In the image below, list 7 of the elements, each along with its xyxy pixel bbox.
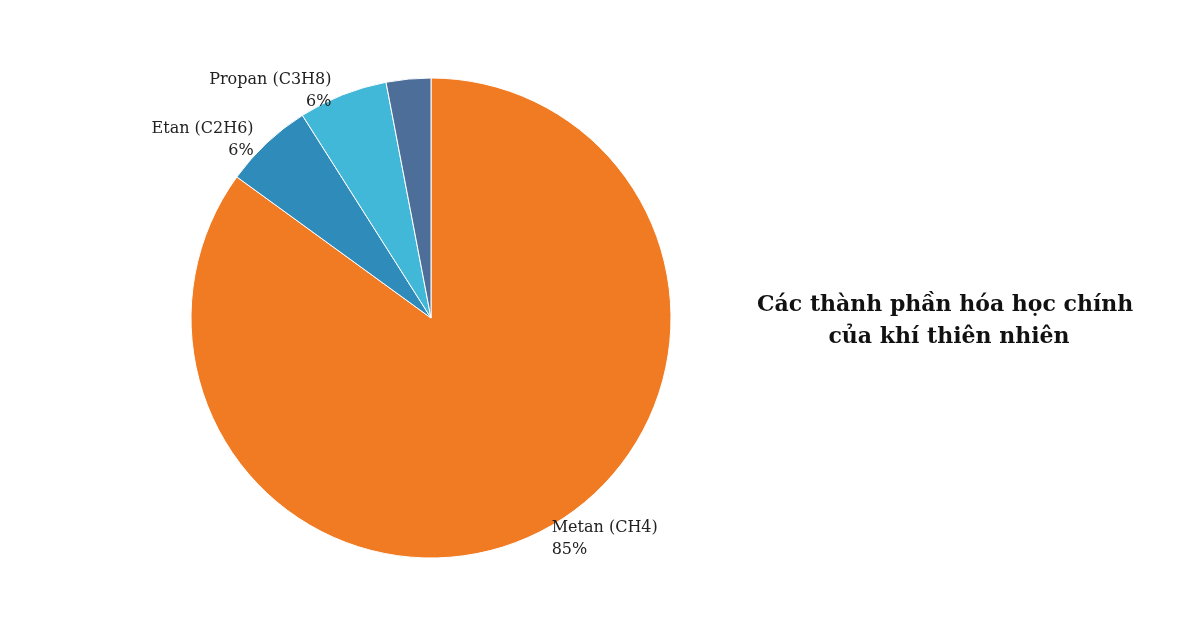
text: Các thành phần hóa học chính của khí thiên nhiên: [757, 290, 1141, 348]
slice-label: Metan (CH4): [551, 516, 658, 536]
data-label: 6%: [306, 90, 332, 110]
data-label: 6%: [228, 140, 254, 160]
data-label: 85%: [551, 538, 588, 558]
slice-label: Propan (C3H8): [209, 68, 332, 88]
slice-label: Etan (C2H6): [151, 118, 254, 138]
